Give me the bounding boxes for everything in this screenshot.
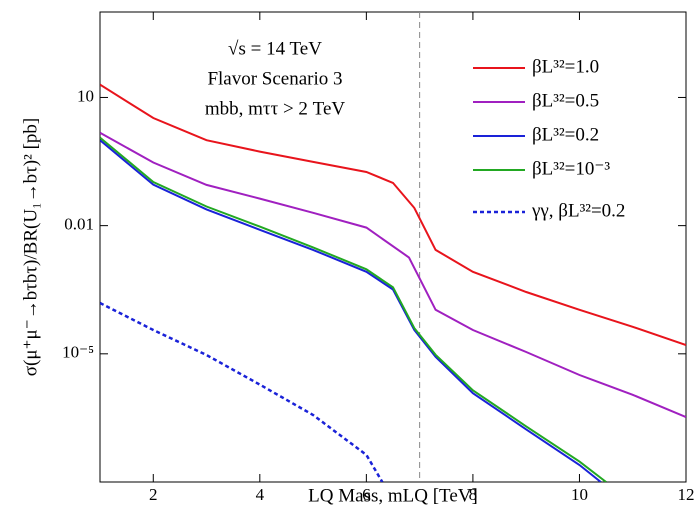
annotation: √s = 14 TeV xyxy=(228,38,322,59)
x-tick-label: 4 xyxy=(256,485,265,504)
x-tick-label: 12 xyxy=(678,485,695,504)
legend-label: βL³²=0.2 xyxy=(532,124,599,145)
x-axis-label: LQ Mass, mLQ [TeV] xyxy=(308,485,478,506)
legend-label: γγ, βL³²=0.2 xyxy=(531,200,625,221)
series-line xyxy=(100,83,686,347)
series-line xyxy=(100,139,602,482)
series-line xyxy=(100,301,384,482)
plot-lines xyxy=(100,83,686,482)
y-tick-label: 0.01 xyxy=(64,215,94,234)
legend-label: βL³²=10⁻³ xyxy=(532,158,610,179)
y-axis-label: σ(μ⁺μ⁻→bτbτ)/BR(U₁→bτ)² [pb] xyxy=(20,118,41,376)
legend-label: βL³²=1.0 xyxy=(532,56,599,77)
legend-label: βL³²=0.5 xyxy=(532,90,599,111)
plot-frame xyxy=(99,11,687,483)
x-tick-label: 2 xyxy=(149,485,158,504)
x-tick-label: 6 xyxy=(362,485,371,504)
series-line xyxy=(100,131,686,419)
y-tick-label: 10⁻⁵ xyxy=(62,343,94,362)
series-line xyxy=(100,136,607,482)
annotation: mbb, mττ > 2 TeV xyxy=(205,98,346,119)
x-tick-label: 10 xyxy=(571,485,588,504)
annotation: Flavor Scenario 3 xyxy=(207,68,342,89)
y-tick-label: 10 xyxy=(77,86,94,105)
x-tick-label: 8 xyxy=(469,485,478,504)
